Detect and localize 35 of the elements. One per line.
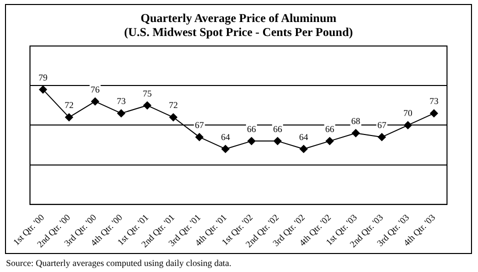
data-label: 68 [351,116,361,126]
point [300,144,308,153]
point [65,113,74,122]
data-label: 64 [299,132,309,142]
data-label: 73 [116,96,126,106]
point [326,137,334,146]
data-label: 75 [142,88,152,98]
point [274,137,282,146]
data-label: 79 [38,72,48,82]
data-label: 76 [90,84,100,94]
point [352,129,360,138]
data-label: 72 [64,100,74,110]
source-note: Source: Quarterly averages computed using daily closing data. [6,258,232,268]
data-label: 64 [220,132,230,142]
point [143,101,152,110]
point [404,121,412,130]
data-label: 67 [377,120,387,130]
point [169,113,178,122]
data-label: 67 [194,120,204,130]
data-label: 66 [273,124,283,134]
data-label: 66 [325,124,335,134]
data-label: 66 [247,124,257,134]
data-label: 72 [168,100,178,110]
point [221,144,230,153]
point [91,97,100,106]
point [117,109,126,118]
point [430,109,438,118]
point [378,133,386,142]
chart-title: Quarterly Average Price of Aluminum [140,11,338,25]
point [195,133,204,142]
point [39,86,47,94]
data-label: 73 [429,96,439,106]
chart-subtitle: (U.S. Midwest Spot Price - Cents Per Pound) [123,25,354,39]
data-label: 70 [403,108,413,118]
point [248,137,256,146]
